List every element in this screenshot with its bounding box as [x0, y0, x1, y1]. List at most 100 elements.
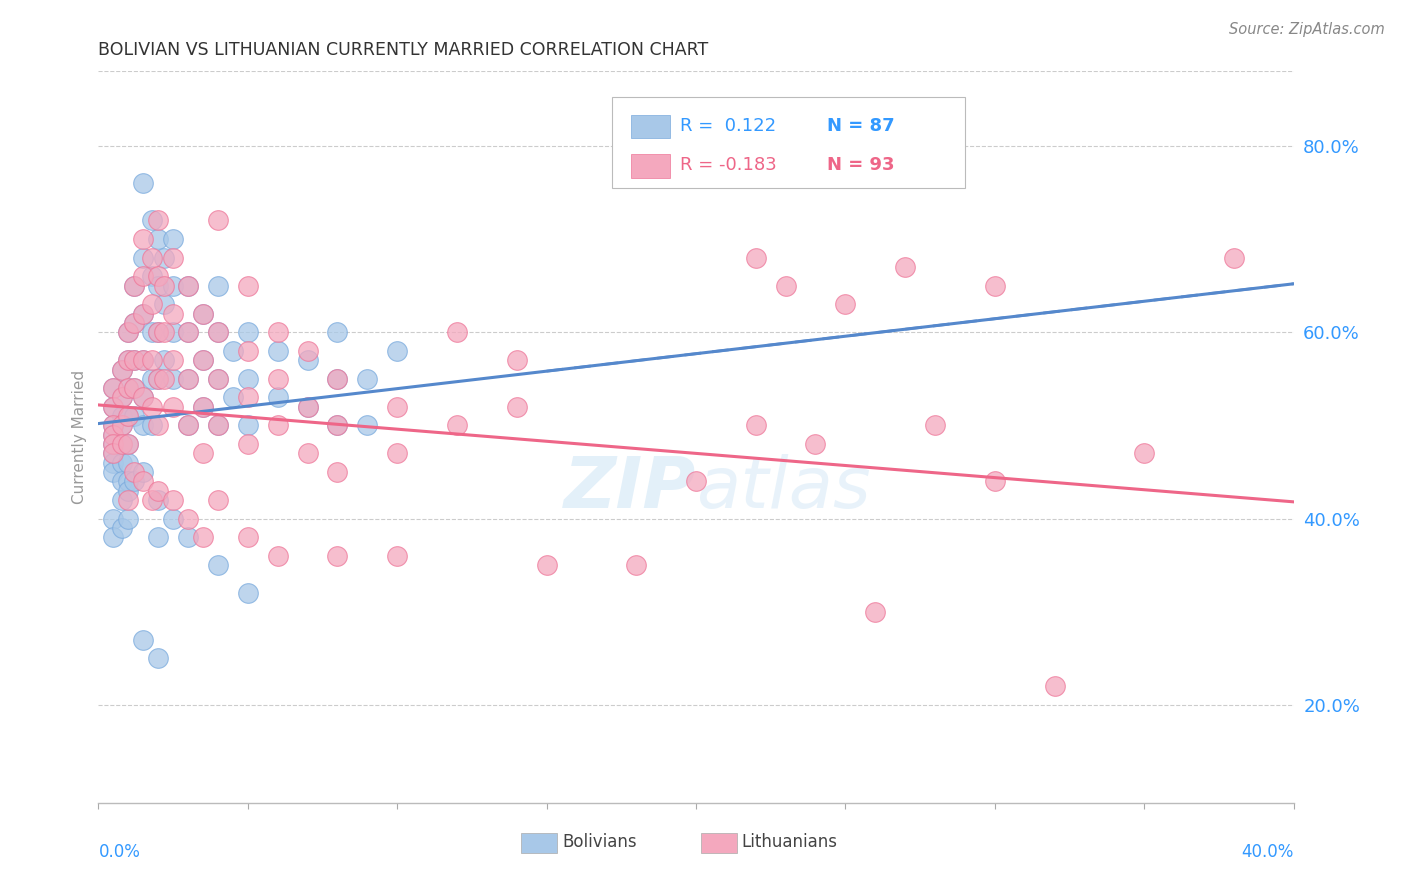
Point	[153, 353, 176, 368]
Point	[207, 372, 229, 386]
Point	[297, 446, 319, 460]
Point	[177, 530, 200, 544]
Point	[236, 343, 259, 358]
Point	[124, 381, 146, 395]
Point	[984, 475, 1007, 489]
Point	[894, 260, 917, 274]
Point	[326, 325, 349, 339]
Point	[132, 307, 155, 321]
Point	[148, 493, 170, 508]
Point	[103, 427, 125, 442]
Point	[148, 372, 170, 386]
Point	[162, 307, 184, 321]
Point	[385, 446, 409, 460]
Point	[148, 325, 170, 339]
Point	[148, 232, 170, 246]
Text: R =  0.122: R = 0.122	[681, 117, 776, 135]
Point	[148, 483, 170, 498]
Point	[267, 418, 290, 433]
Point	[326, 372, 349, 386]
Point	[236, 325, 259, 339]
Point	[153, 251, 176, 265]
Point	[236, 391, 259, 405]
Text: R = -0.183: R = -0.183	[681, 156, 778, 174]
Point	[124, 381, 146, 395]
Point	[267, 391, 290, 405]
Point	[267, 372, 290, 386]
Point	[191, 353, 214, 368]
Point	[117, 493, 139, 508]
Point	[506, 353, 529, 368]
Point	[117, 511, 139, 525]
Point	[117, 456, 139, 470]
Point	[177, 418, 200, 433]
Point	[148, 278, 170, 293]
Point	[111, 521, 134, 535]
Point	[207, 278, 229, 293]
Point	[177, 511, 200, 525]
Point	[446, 418, 468, 433]
Point	[745, 418, 768, 433]
Point	[1133, 446, 1156, 460]
Point	[124, 316, 146, 330]
Point	[153, 297, 176, 311]
Point	[124, 316, 146, 330]
FancyBboxPatch shape	[700, 833, 737, 853]
Point	[103, 418, 125, 433]
Point	[222, 391, 245, 405]
Point	[103, 530, 125, 544]
Point	[207, 325, 229, 339]
Point	[236, 586, 259, 600]
Point	[111, 437, 134, 451]
Point	[297, 400, 319, 414]
Point	[222, 343, 245, 358]
Point	[141, 269, 163, 284]
Y-axis label: Currently Married: Currently Married	[72, 370, 87, 504]
Point	[117, 325, 139, 339]
Point	[207, 493, 229, 508]
Text: 40.0%: 40.0%	[1241, 843, 1294, 861]
Point	[177, 325, 200, 339]
Point	[148, 418, 170, 433]
Point	[236, 418, 259, 433]
Point	[132, 418, 155, 433]
Point	[103, 465, 125, 479]
Point	[117, 381, 139, 395]
Point	[207, 372, 229, 386]
Point	[385, 400, 409, 414]
Point	[103, 381, 125, 395]
Point	[1223, 251, 1246, 265]
Point	[153, 325, 176, 339]
Point	[111, 418, 134, 433]
Point	[124, 465, 146, 479]
Point	[924, 418, 946, 433]
Point	[124, 353, 146, 368]
Point	[141, 400, 163, 414]
Point	[207, 325, 229, 339]
Point	[141, 297, 163, 311]
Point	[236, 437, 259, 451]
Point	[834, 297, 856, 311]
Point	[236, 530, 259, 544]
Point	[132, 176, 155, 190]
Point	[267, 325, 290, 339]
Point	[132, 251, 155, 265]
Point	[103, 446, 125, 460]
Point	[207, 418, 229, 433]
FancyBboxPatch shape	[631, 115, 669, 138]
Point	[745, 251, 768, 265]
Point	[111, 362, 134, 376]
Point	[326, 418, 349, 433]
Point	[132, 353, 155, 368]
Point	[132, 632, 155, 647]
Point	[117, 483, 139, 498]
Point	[132, 307, 155, 321]
Point	[506, 400, 529, 414]
Point	[177, 372, 200, 386]
Point	[162, 232, 184, 246]
Point	[103, 418, 125, 433]
Point	[162, 353, 184, 368]
Text: Source: ZipAtlas.com: Source: ZipAtlas.com	[1229, 22, 1385, 37]
Text: 0.0%: 0.0%	[98, 843, 141, 861]
Point	[141, 493, 163, 508]
